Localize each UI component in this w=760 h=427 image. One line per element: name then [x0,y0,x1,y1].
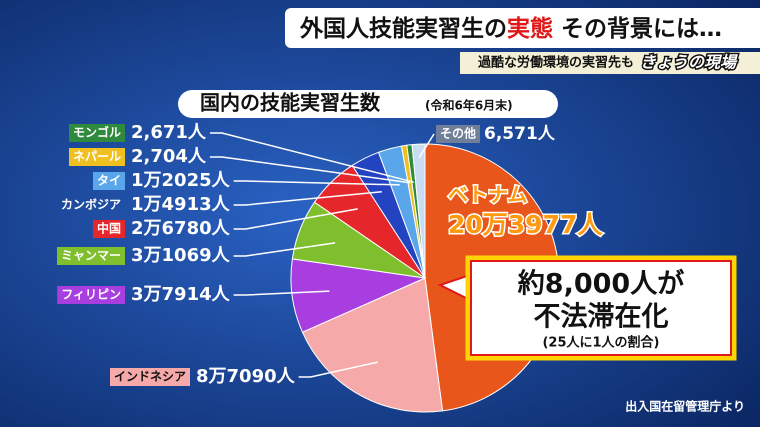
category-label: モンゴル [73,125,121,140]
callout-line: 不法滞在化 [534,302,669,333]
title: 外国人技能実習生の実態 その背景には… [299,15,722,42]
category-badge [56,247,125,265]
category-badge [109,368,190,386]
category-badge [92,172,125,190]
leader-line [209,156,411,184]
leader-line [233,242,336,257]
pie-slice [411,143,426,279]
value-label: 2,671人 [131,122,207,143]
value-label: 3万7914人 [131,284,231,305]
category-label: カンボジア [61,197,121,212]
category-label: 中国 [97,221,121,236]
value-label: 1万4913人 [131,194,231,215]
category-label: その他 [440,126,476,141]
value-label: 20万3977人 [448,210,603,239]
subtitle: 過酷な労働環境の実習先も [478,55,634,71]
category-label: フィリピン [61,288,121,302]
leader-line [233,190,382,206]
title-suffix: その背景には… [561,16,722,42]
value-label: 1万2025人 [131,170,231,191]
callout-border [470,260,732,356]
chart-title-pill [178,90,558,118]
pie-slice [301,277,444,413]
value-label: 3万1069人 [131,245,231,266]
category-badge [68,124,125,142]
program-logo: きょうの現場 [640,53,738,72]
callout-line: 約8,000人が [517,268,684,300]
category-label: ネパール [73,150,121,164]
category-label: インドネシア [114,370,186,384]
leader-line [233,208,358,230]
subtitle-bar [460,52,760,74]
callout-note: (25人に1人の割合) [542,335,659,351]
leader-line [233,180,400,186]
leader-line [233,290,330,296]
category-label: ベトナム [448,183,527,207]
category-label: ミャンマー [61,249,121,263]
chart-subtitle: (令和6年6月末) [425,98,513,113]
leader-line [209,132,414,183]
title-bar [285,8,760,48]
value-label: 6,571人 [484,124,556,144]
leader-line [298,361,378,378]
category-label: タイ [97,174,121,188]
category-badge [92,220,125,238]
title-highlight: 実態 [507,15,553,42]
callout-box [465,255,737,361]
category-badge [68,148,125,166]
chart-title: 国内の技能実習生数 [200,91,381,115]
value-label: 8万7090人 [196,366,296,387]
leader-line [418,133,435,158]
category-badge [436,125,481,143]
category-badge [57,286,125,304]
pie [290,143,560,413]
value-label: 2,704人 [131,146,207,167]
title-prefix: 外国人技能実習生の [299,15,507,42]
source: 出入国在留管理庁より [625,399,745,414]
value-label: 2万6780人 [131,218,231,239]
